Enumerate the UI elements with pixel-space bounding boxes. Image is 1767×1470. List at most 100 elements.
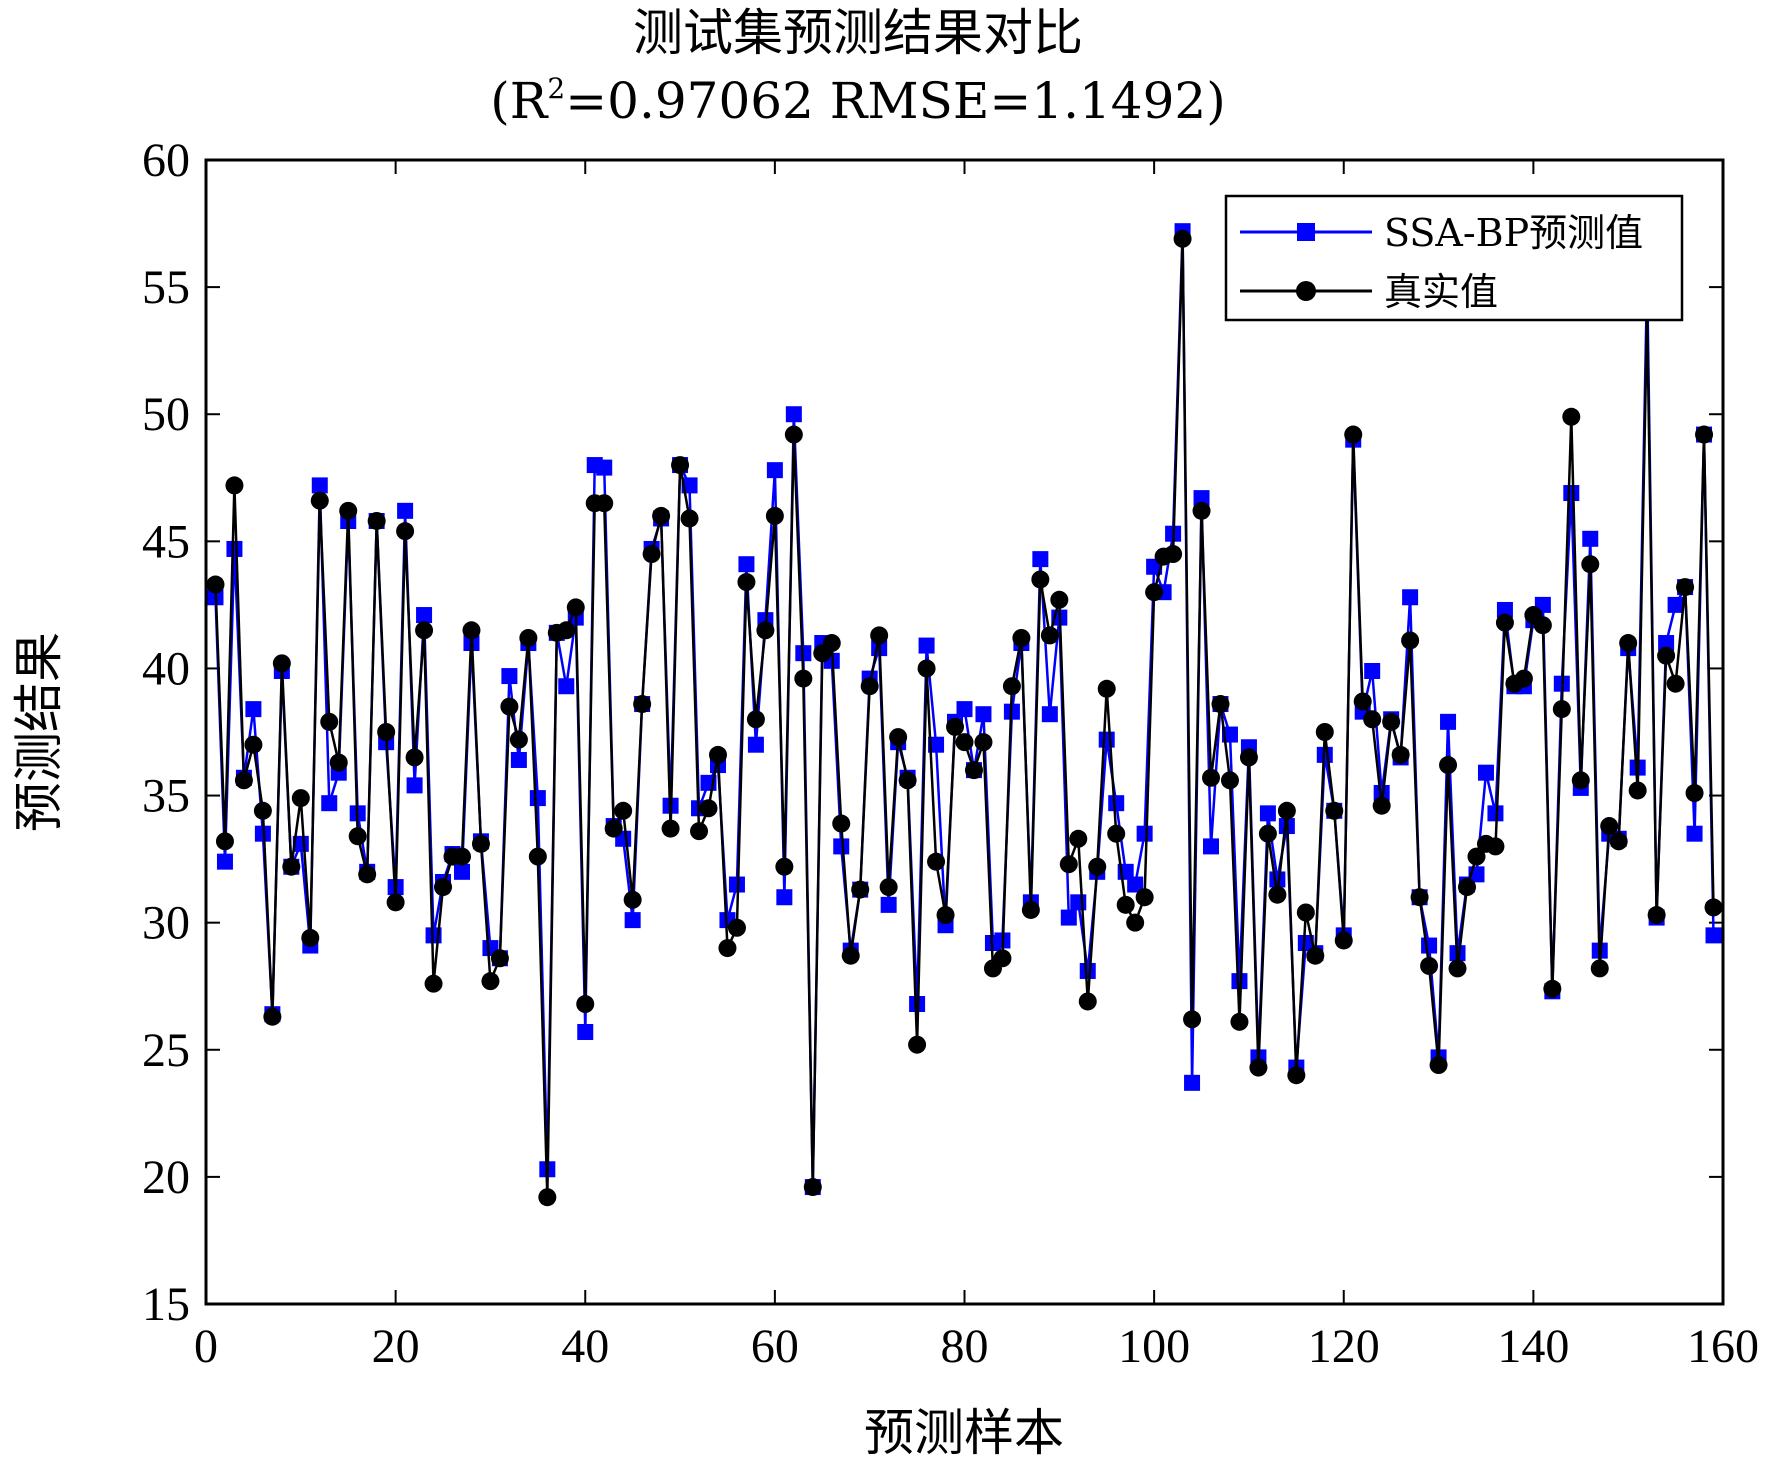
- data-point-square: [1440, 713, 1457, 730]
- data-point-circle: [557, 621, 576, 640]
- y-tick-label: 35: [142, 770, 190, 823]
- series-layer: [206, 223, 1723, 1207]
- x-tick-label: 120: [1308, 1320, 1380, 1373]
- data-point-circle: [633, 695, 652, 714]
- data-point-circle: [889, 728, 908, 747]
- data-point-circle: [1439, 756, 1458, 775]
- data-point-square: [1402, 589, 1419, 606]
- data-point-circle: [879, 878, 898, 897]
- data-point-square: [975, 706, 992, 723]
- data-point-circle: [727, 918, 746, 937]
- data-point-square: [1658, 635, 1675, 652]
- data-point-circle: [519, 628, 538, 647]
- data-point-circle: [1306, 946, 1325, 965]
- x-tick-label: 160: [1687, 1320, 1759, 1373]
- chart-subtitle: (R2=0.97062 RMSE=1.1492): [490, 72, 1225, 130]
- data-point-circle: [1647, 906, 1666, 925]
- data-point-circle: [699, 799, 718, 818]
- data-point-circle: [1126, 913, 1145, 932]
- data-point-circle: [851, 880, 870, 899]
- data-point-square: [1184, 1074, 1201, 1091]
- data-point-square: [501, 668, 518, 685]
- data-point-circle: [1220, 771, 1239, 790]
- data-point-square: [1667, 596, 1684, 613]
- data-point-circle: [272, 654, 291, 673]
- data-point-circle: [1543, 979, 1562, 998]
- data-point-circle: [1315, 723, 1334, 741]
- data-point-circle: [253, 801, 272, 820]
- data-point-circle: [424, 974, 443, 993]
- data-point-circle: [481, 972, 500, 991]
- data-point-square: [1477, 764, 1494, 781]
- data-point-circle: [282, 857, 301, 876]
- data-point-square: [1259, 805, 1276, 822]
- x-axis-ticks: 0 20 40 60 80 100 120 140 160: [194, 160, 1759, 1373]
- data-point-circle: [1268, 885, 1287, 904]
- data-point-circle: [320, 712, 339, 731]
- data-point-circle: [377, 723, 396, 741]
- y-tick-label: 15: [142, 1278, 190, 1331]
- data-point-circle: [244, 735, 263, 754]
- data-point-circle: [1467, 847, 1486, 866]
- data-point-square: [245, 701, 262, 718]
- data-point-circle: [803, 1178, 822, 1197]
- data-point-circle: [604, 819, 623, 838]
- data-point-circle: [1021, 900, 1040, 919]
- data-point-circle: [1258, 824, 1277, 843]
- chart-subtitle-superscript: 2: [547, 72, 565, 105]
- data-point-square: [1364, 662, 1381, 679]
- y-tick-label: 60: [142, 134, 190, 187]
- chart-subtitle-part-2: =0.97062 RMSE=1.1492): [565, 72, 1226, 130]
- data-point-circle: [1211, 695, 1230, 714]
- data-point-circle: [1012, 628, 1031, 647]
- data-point-circle: [661, 819, 680, 838]
- legend-marker-ssa-bp: [1297, 223, 1315, 241]
- data-point-circle: [1173, 229, 1192, 248]
- chart-subtitle-part-1: (R: [490, 72, 549, 130]
- data-point-circle: [1666, 674, 1685, 693]
- data-point-circle: [974, 733, 993, 752]
- data-point-square: [880, 896, 897, 913]
- data-point-square: [956, 701, 973, 718]
- data-point-circle: [955, 733, 974, 752]
- data-point-square: [1563, 485, 1580, 502]
- data-point-circle: [1078, 992, 1097, 1011]
- y-tick-label: 55: [142, 261, 190, 314]
- data-point-circle: [386, 893, 405, 912]
- data-point-circle: [927, 852, 946, 871]
- x-tick-label: 40: [561, 1320, 609, 1373]
- data-point-circle: [1230, 1012, 1249, 1031]
- data-point-circle: [1391, 745, 1410, 764]
- data-point-circle: [690, 822, 709, 841]
- y-tick-label: 25: [142, 1024, 190, 1077]
- x-tick-label: 20: [372, 1320, 420, 1373]
- data-point-circle: [832, 814, 851, 833]
- x-axis-label: 预测样本: [864, 1404, 1064, 1462]
- data-point-circle: [680, 509, 699, 528]
- data-point-circle: [1495, 613, 1514, 632]
- data-point-square: [1421, 937, 1438, 954]
- data-point-circle: [1164, 545, 1183, 564]
- data-point-circle: [1562, 407, 1581, 426]
- data-point-circle: [1287, 1066, 1306, 1085]
- data-point-circle: [1448, 959, 1467, 978]
- data-point-square: [1203, 838, 1220, 855]
- data-point-square: [1373, 785, 1390, 802]
- data-point-circle: [1676, 578, 1695, 597]
- data-point-circle: [566, 598, 585, 617]
- data-point-square: [1041, 706, 1058, 723]
- y-axis-ticks: 15 20 25 30 35 40 45 50 55 60: [142, 134, 1723, 1331]
- data-point-circle: [1619, 634, 1638, 653]
- data-point-square: [453, 863, 470, 880]
- data-point-square: [624, 912, 641, 929]
- data-point-circle: [765, 506, 784, 525]
- data-point-circle: [206, 575, 225, 594]
- data-point-circle: [1590, 959, 1609, 978]
- x-tick-label: 140: [1497, 1320, 1569, 1373]
- data-point-circle: [1069, 829, 1088, 848]
- data-point-square: [577, 1023, 594, 1040]
- y-tick-label: 30: [142, 897, 190, 950]
- data-point-square: [928, 736, 945, 753]
- data-point-circle: [434, 878, 453, 897]
